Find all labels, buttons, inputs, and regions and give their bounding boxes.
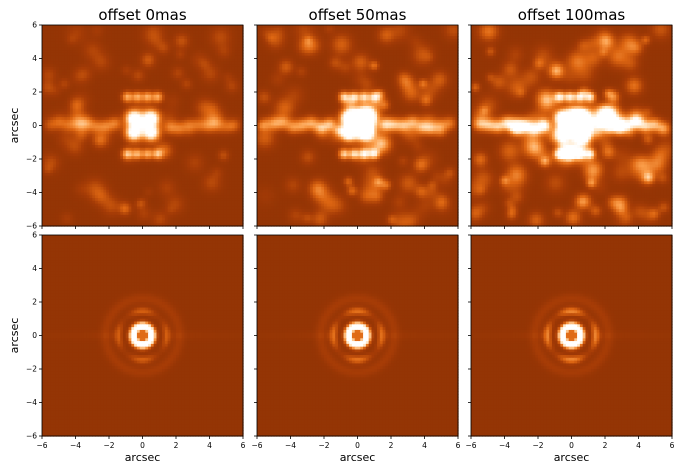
x-tick-label: 6 — [456, 441, 461, 450]
x-tick-label: −4 — [499, 441, 510, 450]
panel-title: offset 50mas — [309, 6, 407, 24]
x-tick-label: −2 — [318, 441, 329, 450]
y-tick-label: 4 — [32, 54, 37, 63]
panel-title: offset 100mas — [518, 6, 626, 24]
y-axis-label: arcsec — [8, 318, 21, 354]
x-axis-label: arcsec — [340, 451, 376, 462]
x-tick-label: 0 — [355, 441, 360, 450]
y-tick-label: −6 — [26, 222, 37, 231]
heatmap-panel-6: −6 −4 −2 0 2 4 6 arcsec — [465, 235, 674, 462]
x-tick-label: −6 — [465, 441, 476, 450]
heatmap-panel-3: offset 100mas — [468, 6, 673, 229]
x-tick-label: 4 — [636, 441, 641, 450]
y-tick-label: −2 — [26, 365, 37, 374]
y-tick-label: 2 — [32, 88, 37, 97]
x-tick-label: 2 — [603, 441, 608, 450]
y-tick-label: −2 — [26, 155, 37, 164]
y-tick-label: −4 — [26, 398, 37, 407]
x-tick-label: −4 — [70, 441, 81, 450]
x-tick-label: 4 — [422, 441, 427, 450]
x-tick-label: −2 — [532, 441, 543, 450]
heatmap-image — [257, 235, 459, 437]
x-tick-label: 0 — [140, 441, 145, 450]
x-tick-label: −6 — [251, 441, 262, 450]
x-tick-label: −4 — [285, 441, 296, 450]
y-tick-label: 0 — [32, 331, 37, 340]
x-tick-label: −6 — [36, 441, 47, 450]
heatmap-panel-5: −6 −4 −2 0 2 4 6 arcsec — [251, 235, 460, 462]
x-tick-label: 0 — [569, 441, 574, 450]
heatmap-image — [257, 25, 459, 227]
heatmap-panel-4: −6 −4 −2 0 2 4 6 −6 −4 −2 0 2 4 6 arcsec arcsec — [8, 231, 246, 462]
y-tick-label: −4 — [26, 188, 37, 197]
x-axis-label: arcsec — [125, 451, 161, 462]
x-tick-label: 2 — [174, 441, 179, 450]
y-tick-label: 4 — [32, 264, 37, 273]
heatmap-panel-2: offset 50mas — [254, 6, 459, 229]
heatmap-image — [42, 25, 244, 227]
y-tick-label: 6 — [32, 231, 37, 240]
x-tick-label: 6 — [670, 441, 675, 450]
y-tick-label: 0 — [32, 121, 37, 130]
x-tick-label: 6 — [241, 441, 246, 450]
y-tick-label: 6 — [32, 21, 37, 30]
x-tick-label: −2 — [103, 441, 114, 450]
y-tick-label: 2 — [32, 298, 37, 307]
heatmap-panel-1: −6 −4 −2 0 2 4 6 offset 0mas arcsec — [8, 6, 244, 231]
x-axis-label: arcsec — [554, 451, 590, 462]
heatmap-image — [471, 25, 673, 227]
panel-title: offset 0mas — [98, 6, 187, 24]
x-tick-label: 4 — [207, 441, 212, 450]
y-axis-label: arcsec — [8, 108, 21, 144]
x-tick-label: 2 — [389, 441, 394, 450]
heatmap-image — [471, 235, 673, 437]
y-tick-label: −6 — [26, 432, 37, 441]
heatmap-image — [42, 235, 244, 437]
